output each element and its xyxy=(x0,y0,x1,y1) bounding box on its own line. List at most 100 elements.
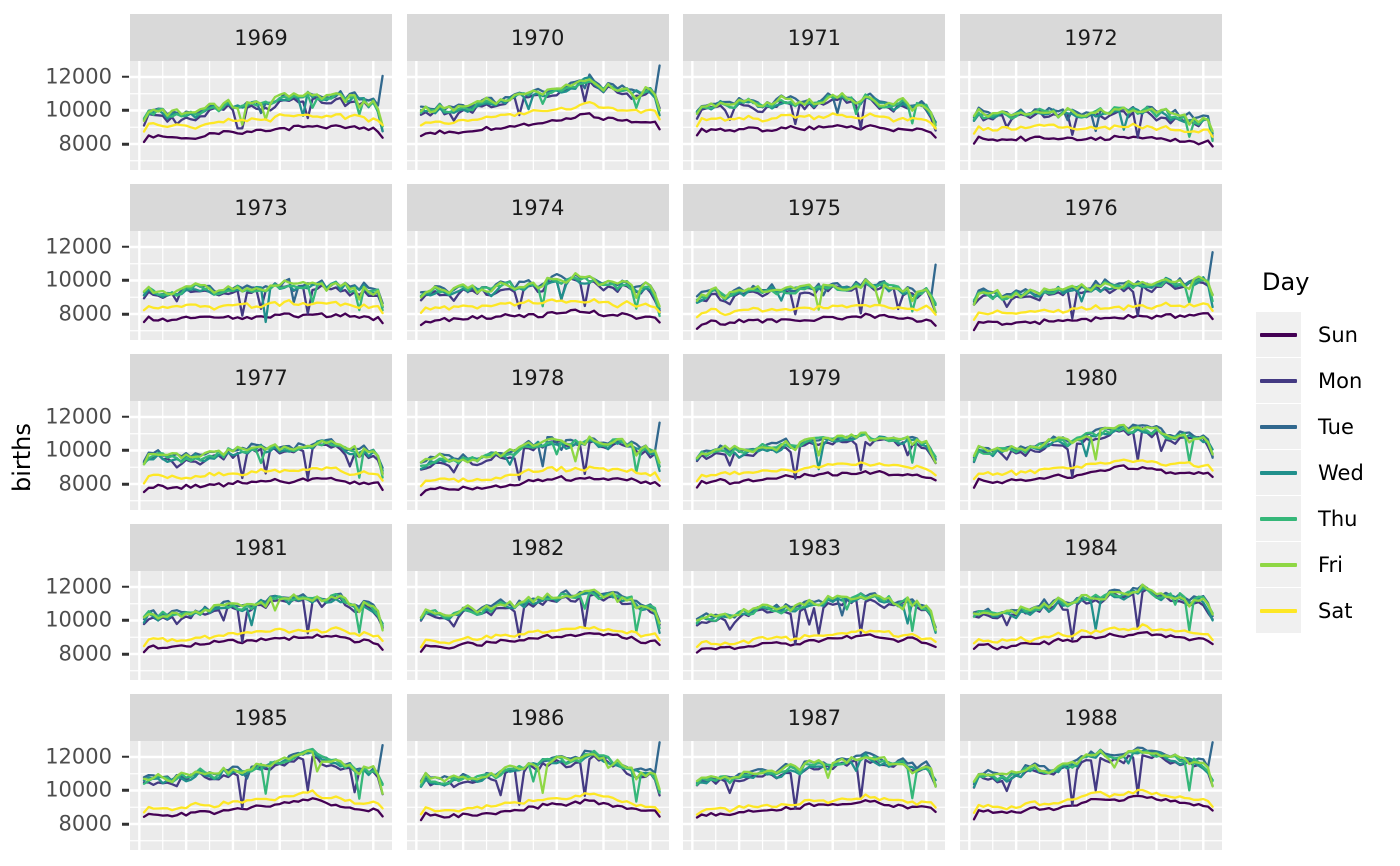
series-line-tue xyxy=(419,589,661,623)
facet-strip-label: 1977 xyxy=(234,365,288,390)
series-line-sun xyxy=(972,464,1214,489)
facet-panel xyxy=(683,231,946,340)
series-line-sat xyxy=(972,301,1214,321)
facet-strip: 1981 xyxy=(130,524,392,571)
series-line-tue xyxy=(419,64,661,111)
series-line-thu xyxy=(142,747,384,800)
facet-panel xyxy=(683,571,946,680)
series-line-mon xyxy=(142,442,384,480)
y-tick-label: 10000 xyxy=(45,607,112,632)
y-tick-mark xyxy=(122,312,129,316)
legend-key-label: Tue xyxy=(1318,414,1354,439)
facet-panel xyxy=(130,571,392,680)
facet-1984: 1984 xyxy=(960,524,1222,680)
facet-panel xyxy=(130,401,392,510)
series-line-fri xyxy=(142,91,384,127)
y-tick-label: 12000 xyxy=(45,744,112,769)
facet-1982: 1982 xyxy=(406,524,669,680)
series-line-wed xyxy=(972,749,1214,789)
series-line-sat xyxy=(972,122,1214,138)
series-line-thu xyxy=(419,276,661,318)
legend-key-swatch xyxy=(1256,358,1301,403)
series-line-sat xyxy=(696,793,938,816)
facet-strip: 1988 xyxy=(960,694,1222,741)
facet-1972: 1972 xyxy=(960,14,1222,170)
series-line-fri xyxy=(419,272,661,308)
facet-strip: 1984 xyxy=(960,524,1222,571)
series-line-fri xyxy=(419,435,661,464)
y-tick-label: 12000 xyxy=(45,234,112,259)
facet-strip: 1974 xyxy=(406,184,669,231)
legend-keys: Sun Mon Tue Wed Thu Fri Sat xyxy=(1256,312,1364,633)
series-line-tue xyxy=(972,251,1214,303)
facet-strip-label: 1985 xyxy=(234,705,288,730)
y-tick-mark xyxy=(122,789,129,792)
facet-strip: 1978 xyxy=(406,354,669,401)
legend-key-line xyxy=(1260,562,1297,567)
series-line-sun xyxy=(696,799,938,819)
y-tick-mark xyxy=(122,279,129,282)
legend-key-line xyxy=(1260,332,1297,337)
facet-strip: 1983 xyxy=(683,524,946,571)
facet-strip-label: 1973 xyxy=(234,195,288,220)
series-line-sun xyxy=(419,798,661,822)
legend-key-label: Sun xyxy=(1318,322,1358,347)
facet-panel xyxy=(960,571,1222,680)
series-line-fri xyxy=(972,583,1214,616)
series-line-sat xyxy=(419,100,661,127)
series-line-sun xyxy=(972,630,1214,651)
facet-panel xyxy=(960,231,1222,340)
facet-panel xyxy=(406,231,669,340)
legend-key-line xyxy=(1260,424,1297,429)
y-axis-row-2: 12000 10000 8000 xyxy=(0,401,130,510)
facet-1973: 1973 xyxy=(130,184,392,340)
y-tick-label: 12000 xyxy=(45,574,112,599)
facet-strip: 1985 xyxy=(130,694,392,741)
legend-key-label: Sat xyxy=(1318,598,1353,623)
series-line-wed xyxy=(972,586,1214,631)
facet-strip-label: 1971 xyxy=(787,25,842,50)
legend: Day Sun Mon Tue Wed Thu Fri Sat xyxy=(1256,268,1364,634)
facet-strip: 1987 xyxy=(683,694,946,741)
facet-panel xyxy=(130,231,392,340)
y-tick-mark xyxy=(122,109,129,112)
y-tick-mark xyxy=(122,652,129,656)
series-line-sat xyxy=(419,465,661,488)
series-line-thu xyxy=(419,749,661,803)
facet-panel xyxy=(406,401,669,510)
y-tick-mark xyxy=(122,755,129,759)
y-tick-mark xyxy=(122,585,129,589)
series-line-fri xyxy=(696,593,938,632)
series-line-fri xyxy=(696,755,938,788)
legend-key-line xyxy=(1260,516,1297,521)
y-tick-mark xyxy=(122,142,129,146)
facet-strip: 1975 xyxy=(683,184,946,231)
facet-1985: 1985 xyxy=(130,694,392,850)
y-tick-label: 8000 xyxy=(58,641,112,666)
y-tick-label: 10000 xyxy=(45,437,112,462)
facet-1975: 1975 xyxy=(683,184,946,340)
series-line-sat xyxy=(142,113,384,133)
series-line-sat xyxy=(419,792,661,816)
series-line-thu xyxy=(696,432,938,464)
facet-strip: 1980 xyxy=(960,354,1222,401)
facet-1978: 1978 xyxy=(406,354,669,510)
series-line-sun xyxy=(142,312,384,325)
y-axis-row-1: 12000 10000 8000 xyxy=(0,231,130,340)
facet-1971: 1971 xyxy=(683,14,946,170)
y-tick-label: 8000 xyxy=(58,811,112,836)
facet-strip-label: 1976 xyxy=(1064,195,1118,220)
facet-1980: 1980 xyxy=(960,354,1222,510)
y-tick-label: 12000 xyxy=(45,404,112,429)
facet-1979: 1979 xyxy=(683,354,946,510)
facet-panel xyxy=(130,741,392,850)
y-tick-mark xyxy=(122,75,129,79)
y-tick-label: 8000 xyxy=(58,131,112,156)
series-line-sat xyxy=(696,628,938,649)
series-line-sun xyxy=(142,476,384,494)
legend-key-swatch xyxy=(1256,588,1301,633)
facet-strip-label: 1974 xyxy=(510,195,565,220)
series-line-sat xyxy=(972,458,1214,481)
legend-entry-wed: Wed xyxy=(1256,450,1364,495)
facet-strip-label: 1975 xyxy=(787,195,842,220)
